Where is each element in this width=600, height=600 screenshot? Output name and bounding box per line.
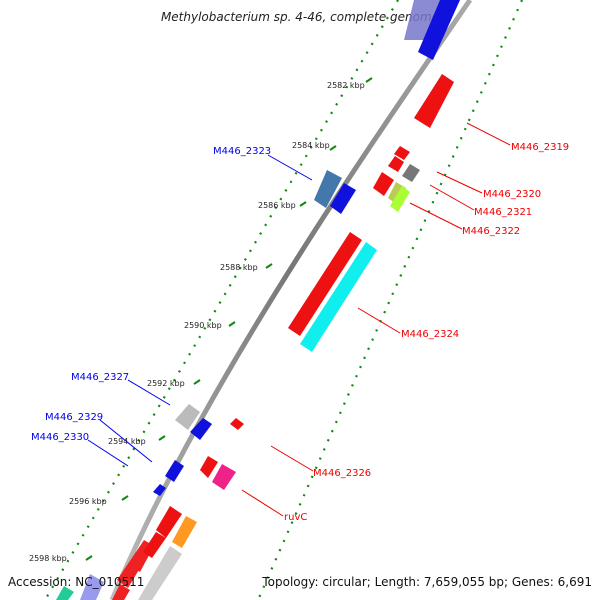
- gene-arrow[interactable]: [56, 586, 74, 600]
- gene-arrow[interactable]: [230, 418, 244, 430]
- gene-arrow[interactable]: [373, 172, 394, 196]
- gene-label[interactable]: M446_2319: [511, 142, 569, 153]
- gene-arrow[interactable]: [330, 183, 356, 214]
- gene-arrow[interactable]: [212, 464, 236, 490]
- gene-label[interactable]: M446_2326: [313, 468, 371, 479]
- gene-label[interactable]: M446_2330: [31, 432, 89, 443]
- gene-label[interactable]: M446_2323: [213, 146, 271, 157]
- gene-arrow[interactable]: [300, 242, 377, 352]
- gene-arrow[interactable]: [143, 532, 166, 558]
- gene-arrow[interactable]: [200, 456, 218, 478]
- leader-lines-forward: [87, 154, 313, 467]
- gene-arrow[interactable]: [112, 584, 130, 600]
- gene-arrow[interactable]: [288, 232, 362, 336]
- tick-label: 2584 kbp: [292, 141, 330, 150]
- gene-arrow[interactable]: [190, 418, 212, 440]
- backbone: [109, 0, 473, 600]
- tick-label: 2598 kbp: [29, 554, 67, 563]
- gene-arrow[interactable]: [414, 74, 454, 128]
- gene-arrow[interactable]: [388, 156, 404, 172]
- gene-arrow[interactable]: [175, 404, 200, 430]
- genome-summary: Topology: circular; Length: 7,659,055 bp…: [261, 575, 592, 589]
- tick-label: 2582 kbp: [327, 81, 365, 90]
- gc-track-outer: [44, 0, 524, 600]
- gene-arrow[interactable]: [80, 574, 104, 600]
- leader-lines-reverse: [241, 122, 511, 517]
- gene-arrow[interactable]: [402, 164, 420, 182]
- tick-label: 2588 kbp: [220, 263, 258, 272]
- forward-gene-labels[interactable]: M446_2323 M446_2327 M446_2329 M446_2330: [31, 146, 271, 443]
- tick-label: 2590 kbp: [184, 321, 222, 330]
- reverse-genes[interactable]: [138, 74, 454, 600]
- gene-arrow[interactable]: [165, 460, 184, 482]
- gene-arrow[interactable]: [314, 170, 342, 208]
- accession-text: Accession: NC_010511: [8, 575, 144, 589]
- gene-arrow[interactable]: [172, 516, 197, 548]
- tick-label: 2586 kbp: [258, 201, 296, 210]
- gene-arrow[interactable]: [418, 0, 460, 60]
- gene-arrow[interactable]: [117, 552, 146, 588]
- gene-arrow[interactable]: [390, 186, 410, 212]
- tick-marks: [85, 77, 373, 561]
- gene-arrow[interactable]: [138, 546, 182, 600]
- gene-arrow[interactable]: [394, 146, 410, 160]
- gene-label[interactable]: ruvC: [284, 512, 307, 523]
- gene-arrow[interactable]: [153, 484, 166, 496]
- map-title: Methylobacterium sp. 4-46, complete geno…: [161, 10, 439, 24]
- reverse-gene-labels[interactable]: M446_2319 M446_2320 M446_2321 M446_2322 …: [284, 142, 569, 523]
- forward-genes[interactable]: [56, 0, 460, 600]
- gene-label[interactable]: M446_2327: [71, 372, 129, 383]
- gene-label[interactable]: M446_2329: [45, 412, 103, 423]
- tick-label: 2592 kbp: [147, 379, 185, 388]
- gene-label[interactable]: M446_2322: [462, 226, 520, 237]
- tick-label: 2596 kbp: [69, 497, 107, 506]
- gene-label[interactable]: M446_2320: [483, 189, 541, 200]
- gene-arrow[interactable]: [156, 506, 182, 538]
- gene-label[interactable]: M446_2321: [474, 207, 532, 218]
- gene-label[interactable]: M446_2324: [401, 329, 459, 340]
